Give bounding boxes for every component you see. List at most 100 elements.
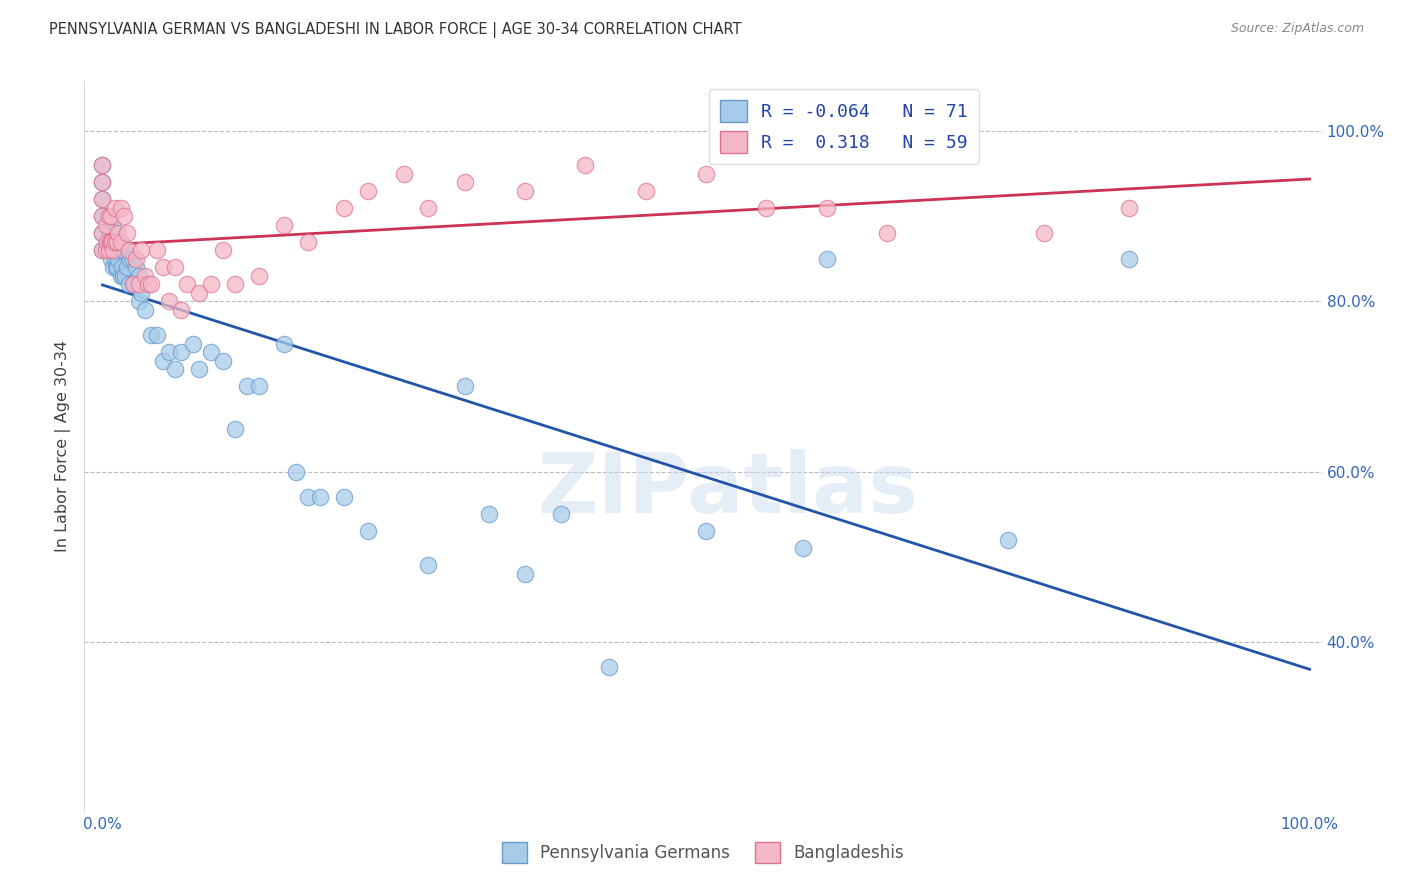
Point	[394, 167, 416, 181]
Point	[91, 210, 114, 224]
Point	[1118, 201, 1140, 215]
Point	[997, 533, 1019, 547]
Point	[129, 244, 152, 258]
Point	[695, 167, 717, 181]
Point	[103, 201, 125, 215]
Point	[333, 490, 356, 504]
Point	[157, 345, 180, 359]
Point	[91, 244, 114, 258]
Point	[118, 277, 141, 292]
Point	[125, 252, 148, 266]
Point	[1118, 252, 1140, 266]
Point	[513, 566, 536, 581]
Point	[357, 524, 380, 538]
Point	[110, 201, 132, 215]
Point	[103, 260, 125, 275]
Point	[115, 260, 138, 275]
Point	[170, 302, 193, 317]
Point	[163, 362, 186, 376]
Point	[297, 490, 319, 504]
Point	[103, 227, 125, 241]
Point	[224, 277, 246, 292]
Point	[103, 235, 125, 249]
Point	[634, 184, 657, 198]
Point	[107, 252, 129, 266]
Point	[110, 235, 132, 249]
Point	[152, 354, 174, 368]
Point	[96, 235, 118, 249]
Point	[91, 158, 114, 172]
Point	[98, 235, 121, 249]
Text: Source: ZipAtlas.com: Source: ZipAtlas.com	[1230, 22, 1364, 36]
Point	[91, 244, 114, 258]
Point	[91, 175, 114, 189]
Point	[146, 244, 169, 258]
Point	[129, 285, 152, 300]
Point	[181, 337, 204, 351]
Point	[247, 268, 270, 283]
Point	[104, 260, 127, 275]
Point	[598, 660, 620, 674]
Point	[125, 260, 148, 275]
Point	[101, 218, 124, 232]
Point	[128, 268, 150, 283]
Y-axis label: In Labor Force | Age 30-34: In Labor Force | Age 30-34	[55, 340, 72, 552]
Point	[134, 268, 156, 283]
Point	[876, 227, 898, 241]
Point	[91, 192, 114, 206]
Point	[163, 260, 186, 275]
Point	[91, 192, 114, 206]
Point	[107, 227, 129, 241]
Point	[105, 260, 128, 275]
Point	[120, 252, 142, 266]
Point	[200, 345, 222, 359]
Text: ZIPatlas: ZIPatlas	[537, 450, 918, 531]
Point	[101, 244, 124, 258]
Point	[100, 252, 122, 266]
Point	[101, 235, 124, 249]
Point	[110, 244, 132, 258]
Point	[574, 158, 596, 172]
Point	[513, 184, 536, 198]
Point	[110, 268, 132, 283]
Point	[188, 285, 211, 300]
Point	[91, 227, 114, 241]
Point	[104, 235, 127, 249]
Point	[146, 328, 169, 343]
Point	[212, 244, 235, 258]
Point	[114, 268, 136, 283]
Point	[103, 235, 125, 249]
Point	[170, 345, 193, 359]
Point	[792, 541, 814, 555]
Point	[112, 210, 135, 224]
Point	[139, 277, 162, 292]
Text: PENNSYLVANIA GERMAN VS BANGLADESHI IN LABOR FORCE | AGE 30-34 CORRELATION CHART: PENNSYLVANIA GERMAN VS BANGLADESHI IN LA…	[49, 22, 742, 38]
Point	[138, 277, 160, 292]
Point	[453, 175, 475, 189]
Point	[91, 158, 114, 172]
Point	[157, 294, 180, 309]
Point	[247, 379, 270, 393]
Point	[333, 201, 356, 215]
Point	[134, 302, 156, 317]
Point	[111, 260, 134, 275]
Point	[139, 328, 162, 343]
Point	[111, 268, 134, 283]
Legend: Pennsylvania Germans, Bangladeshis: Pennsylvania Germans, Bangladeshis	[495, 836, 911, 869]
Point	[188, 362, 211, 376]
Point	[97, 210, 120, 224]
Point	[121, 277, 143, 292]
Point	[100, 235, 122, 249]
Point	[98, 235, 121, 249]
Point	[297, 235, 319, 249]
Point	[100, 210, 122, 224]
Point	[152, 260, 174, 275]
Point	[105, 244, 128, 258]
Point	[273, 218, 295, 232]
Point	[176, 277, 198, 292]
Point	[478, 507, 501, 521]
Point	[94, 244, 117, 258]
Point	[212, 354, 235, 368]
Point	[308, 490, 330, 504]
Point	[200, 277, 222, 292]
